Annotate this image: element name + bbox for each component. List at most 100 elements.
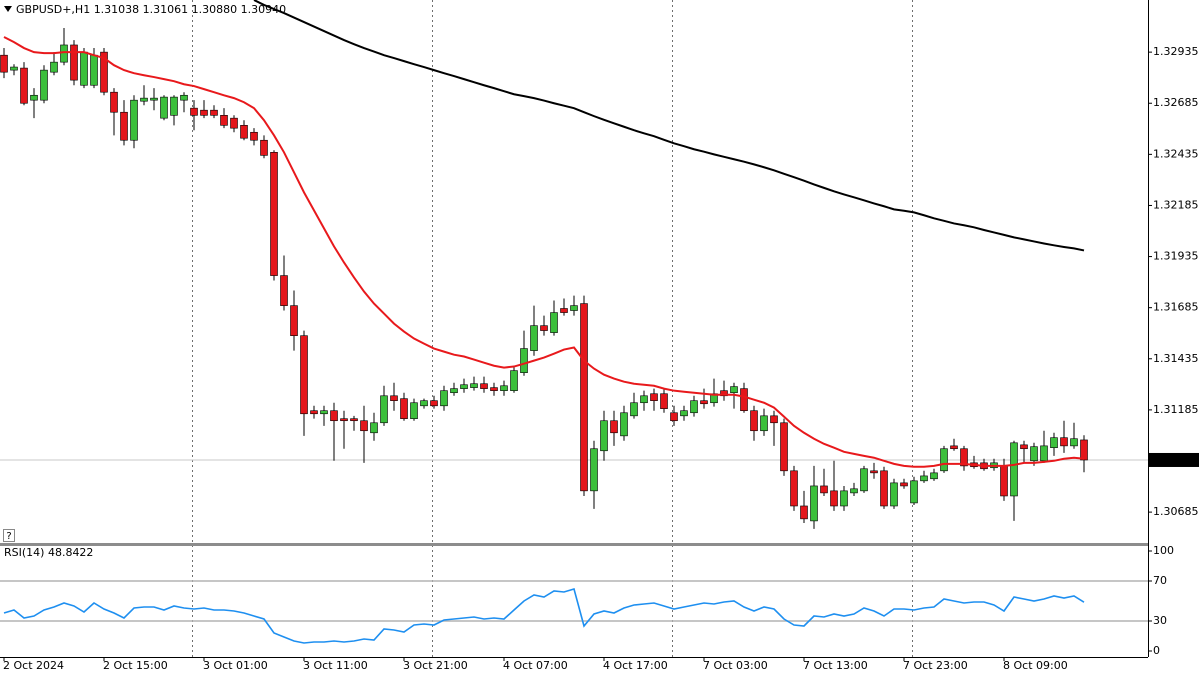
moving-average: [3, 36, 1085, 468]
y-tick-label: 70: [1153, 574, 1167, 587]
candle-body: [1060, 437, 1068, 447]
candle-body: [880, 470, 888, 507]
candle-body: [340, 418, 348, 422]
candle-body: [410, 402, 418, 419]
candle-body: [180, 94, 188, 101]
candle-body: [280, 275, 288, 306]
moving-average: [253, 0, 1085, 252]
candle-body: [610, 420, 618, 434]
candle-body: [50, 61, 58, 73]
y-tick-label: 0: [1153, 644, 1160, 657]
candle-body: [760, 415, 768, 432]
candle-body: [1000, 465, 1008, 497]
candle-body: [1080, 439, 1088, 461]
y-tick-label: 1.32435: [1153, 147, 1199, 160]
indicator-title: RSI(14) 48.8422: [4, 546, 93, 559]
candle-body: [40, 69, 48, 101]
candle-body: [590, 448, 598, 492]
candle-body: [820, 485, 828, 494]
candle-body: [600, 420, 608, 452]
x-tick-label: 2 Oct 15:00: [103, 659, 168, 672]
x-tick-label: 3 Oct 01:00: [203, 659, 268, 672]
x-tick-label: 3 Oct 21:00: [403, 659, 468, 672]
candle-body: [870, 470, 878, 474]
candle-body: [830, 490, 838, 507]
candle-body: [780, 422, 788, 472]
candle-body: [390, 395, 398, 401]
candle-body: [1040, 445, 1048, 462]
y-tick-label: 1.31185: [1153, 403, 1199, 416]
candle-body: [470, 383, 478, 388]
candle-body: [550, 312, 558, 333]
candle-body: [720, 390, 728, 397]
candle-body: [900, 482, 908, 487]
candle-body: [680, 410, 688, 417]
candle-body: [460, 384, 468, 389]
candle-body: [490, 387, 498, 391]
candle-body: [240, 125, 248, 139]
candle-body: [200, 109, 208, 116]
candle-body: [1020, 444, 1028, 450]
candle-body: [140, 97, 148, 102]
y-tick-label: 1.31435: [1153, 352, 1199, 365]
candle-body: [80, 51, 88, 86]
candle-body: [290, 305, 298, 336]
candle-body: [270, 152, 278, 276]
current-price-label: 1.30940: [1153, 453, 1199, 466]
candle-body: [310, 410, 318, 415]
candle-body: [190, 107, 198, 116]
candle-body: [170, 96, 178, 116]
candle-body: [370, 422, 378, 434]
candle-body: [520, 348, 528, 373]
candle-body: [560, 308, 568, 313]
candle-body: [1050, 437, 1058, 449]
candle-body: [150, 97, 158, 101]
candle-body: [1070, 438, 1078, 447]
candle-body: [1030, 446, 1038, 462]
candle-body: [320, 410, 328, 415]
candle-body: [400, 398, 408, 419]
x-tick-label: 8 Oct 09:00: [1003, 659, 1068, 672]
x-tick-label: 7 Oct 13:00: [803, 659, 868, 672]
candle-body: [640, 395, 648, 404]
candle-body: [910, 480, 918, 504]
candle-body: [60, 44, 68, 63]
candle-body: [960, 448, 968, 467]
x-tick-label: 7 Oct 03:00: [703, 659, 768, 672]
candle-body: [700, 400, 708, 405]
candle-body: [0, 54, 8, 73]
candle-body: [950, 445, 958, 450]
candle-body: [260, 139, 268, 156]
candle-body: [540, 325, 548, 331]
x-tick-label: 4 Oct 17:00: [603, 659, 668, 672]
candle-body: [750, 410, 758, 432]
candle-body: [710, 393, 718, 404]
panel-separator: [0, 543, 1148, 546]
candle-body: [70, 44, 78, 81]
candle-body: [480, 383, 488, 389]
candle-body: [930, 472, 938, 480]
candle-body: [580, 303, 588, 492]
candle-body: [500, 385, 508, 391]
candle-body: [440, 390, 448, 407]
candle-body: [810, 485, 818, 522]
candle-body: [770, 415, 778, 424]
x-tick-label: 2 Oct 2024: [3, 659, 64, 672]
candle-body: [1010, 442, 1018, 497]
candle-body: [250, 131, 258, 141]
candle-body: [530, 325, 538, 351]
candle-body: [660, 393, 668, 409]
candle-body: [840, 490, 848, 507]
candle-body: [430, 400, 438, 407]
info-label: GBPUSD+,H1 1.31038 1.31061 1.30880 1.309…: [16, 3, 286, 16]
candle-body: [30, 94, 38, 101]
candle-body: [670, 412, 678, 422]
help-box[interactable]: [3, 529, 15, 542]
candle-body: [330, 410, 338, 422]
help-button[interactable]: ?: [6, 531, 11, 542]
candle-body: [220, 115, 228, 126]
candle-body: [450, 388, 458, 394]
menu-arrow[interactable]: [4, 6, 12, 12]
y-tick-label: 100: [1153, 544, 1174, 557]
